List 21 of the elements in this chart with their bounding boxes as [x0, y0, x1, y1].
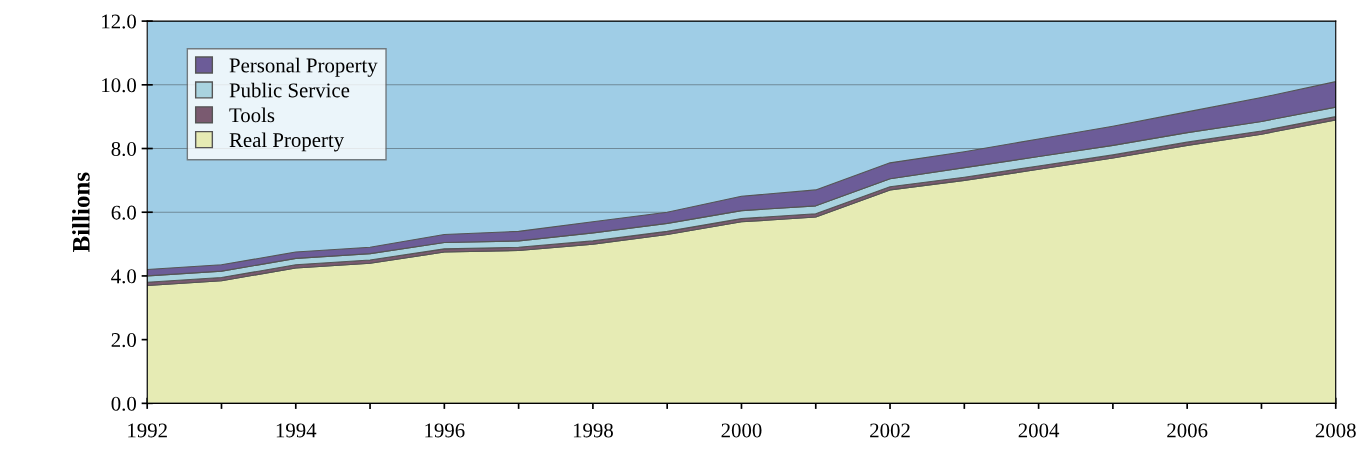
y-tick-label: 10.0 — [102, 78, 136, 93]
x-tick-label: 2006 — [1167, 423, 1208, 438]
x-tick-label: 2000 — [721, 423, 762, 438]
x-tick-label: 2002 — [870, 423, 910, 438]
y-tick-label: 2.0 — [111, 333, 136, 348]
y-tick-label: 12.0 — [102, 14, 136, 29]
y-tick-label: 4.0 — [111, 269, 136, 284]
legend-label: Personal Property — [229, 57, 378, 77]
x-tick-label: 1998 — [573, 423, 613, 438]
y-tick-label: 6.0 — [111, 205, 136, 220]
y-axis-title: Billions — [72, 172, 90, 253]
legend-label: Public Service — [229, 82, 350, 98]
x-tick-label: 1996 — [425, 423, 465, 438]
y-tick-label: 0.0 — [111, 396, 136, 411]
legend-label: Real Property — [229, 132, 345, 152]
x-tick-label: 2008 — [1315, 423, 1356, 438]
x-tick-label: 2004 — [1018, 423, 1060, 438]
x-tick-label: 1992 — [128, 423, 167, 438]
y-tick-label: 8.0 — [111, 141, 136, 157]
x-tick-label: 1994 — [276, 423, 317, 438]
legend-label: Tools — [229, 107, 275, 123]
